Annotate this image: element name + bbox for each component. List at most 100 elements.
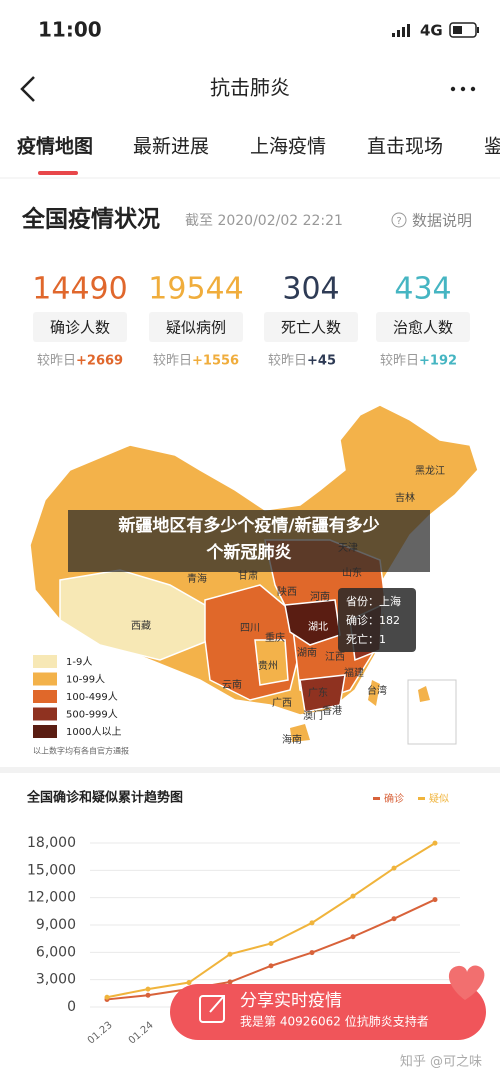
stat-delta-label: 较昨日 [268, 354, 307, 369]
stat-value: 304 [282, 272, 339, 307]
y-tick-label: 6,000 [36, 944, 76, 960]
tab[interactable]: 疫情地图 [17, 135, 93, 158]
region-label: 陕西 [277, 585, 297, 598]
tab[interactable]: 鉴 [484, 136, 500, 158]
region-label: 青海 [187, 572, 207, 585]
y-tick-label: 12,000 [27, 890, 76, 906]
stat-label-bg [376, 312, 470, 342]
region-label: 江西 [325, 651, 345, 663]
help-link[interactable]: 数据说明 [412, 212, 472, 230]
stat-delta: +192 [419, 354, 457, 369]
tooltip-row: 省份：上海 [346, 594, 401, 608]
line-point [432, 897, 438, 903]
stat-label-bg [149, 312, 243, 342]
summary-date: 截至 2020/02/02 22:21 [185, 213, 343, 229]
region-label: 香港 [322, 705, 342, 717]
line-point [104, 994, 110, 1000]
stat-value: 19544 [148, 272, 243, 307]
y-tick-label: 9,000 [36, 917, 76, 933]
status-network: 4G [420, 22, 443, 40]
line-point [145, 992, 151, 998]
region-label: 台湾 [367, 684, 387, 697]
overlay-caption: 新疆地区有多少个疫情/新疆有多少 [118, 515, 379, 536]
tooltip-row: 确诊：182 [346, 613, 400, 627]
status-time: 11:00 [38, 18, 102, 42]
y-tick-label: 0 [67, 999, 76, 1015]
region-label: 广西 [272, 697, 292, 709]
stat-delta: +2669 [76, 354, 123, 369]
line-point [186, 980, 192, 986]
legend-swatch [418, 797, 425, 800]
tab-indicator [38, 171, 78, 175]
summary-title: 全国疫情状况 [21, 206, 160, 233]
region-label: 广东 [308, 686, 328, 699]
share-title: 分享实时疫情 [240, 991, 342, 1011]
legend-label: 1000人以上 [66, 726, 121, 738]
region-label: 重庆 [265, 631, 285, 644]
y-tick-label: 3,000 [36, 972, 76, 988]
tab[interactable]: 上海疫情 [250, 136, 326, 158]
tab[interactable]: 直击现场 [367, 136, 443, 158]
legend-swatch [33, 690, 57, 703]
back-button[interactable] [20, 76, 35, 102]
region-label: 贵州 [258, 659, 278, 672]
region-label: 四川 [240, 623, 260, 634]
legend-label: 疑似 [429, 793, 449, 805]
stat-label-bg [33, 312, 127, 342]
legend-label: 500-999人 [66, 709, 118, 721]
stat-label: 治愈人数 [393, 319, 453, 337]
map-footnote: 以上数字均有各自官方通报 [33, 746, 129, 756]
nav-title: 抗击肺炎 [210, 76, 290, 100]
region-label: 海南 [282, 733, 302, 746]
watermark: 知乎 @可之味 [400, 1054, 482, 1070]
line-point [391, 865, 397, 871]
region-label: 福建 [344, 666, 364, 679]
stat-delta-label: 较昨日 [37, 354, 76, 369]
line-point [350, 893, 356, 899]
region-label: 澳门 [303, 709, 323, 722]
share-banner[interactable]: 分享实时疫情 我是第 40926062 位抗肺炎支持者 [170, 984, 486, 1040]
region-label: 黑龙江 [415, 464, 445, 477]
chart-title: 全国确诊和疑似累计趋势图 [26, 790, 183, 806]
region-label: 西藏 [131, 620, 151, 632]
tooltip-bg [338, 588, 416, 652]
stat-value: 14490 [32, 272, 127, 307]
stat-delta-label: 较昨日 [380, 354, 419, 369]
help-icon[interactable] [391, 212, 407, 228]
region-label: 云南 [222, 678, 242, 691]
tab[interactable]: 最新进展 [133, 136, 209, 158]
line-point [391, 916, 397, 922]
battery [449, 22, 479, 38]
region-label: 河南 [310, 590, 330, 603]
line-point [309, 950, 315, 956]
legend-label: 100-499人 [66, 691, 118, 703]
overlay-caption: 个新冠肺炎 [206, 542, 292, 563]
signal [392, 24, 410, 37]
tooltip-row: 死亡：1 [346, 632, 386, 646]
stat-delta-label: 较昨日 [153, 354, 192, 369]
overlay-caption-bg [68, 510, 430, 572]
legend-swatch [33, 707, 57, 721]
stat-label: 疑似病例 [166, 319, 226, 337]
region-label: 甘肃 [238, 569, 258, 582]
stat-delta: +1556 [192, 354, 239, 369]
line-point [268, 940, 274, 946]
legend-swatch [373, 797, 380, 800]
region-label: 吉林 [395, 491, 415, 504]
legend-label: 确诊 [384, 792, 404, 805]
line-point [309, 920, 315, 926]
line-point [227, 951, 233, 957]
legend-label: 10-99人 [66, 674, 105, 686]
region-label: 湖南 [297, 646, 317, 659]
stat-label: 确诊人数 [50, 319, 110, 337]
line-point [432, 840, 438, 846]
stat-delta: +45 [307, 354, 336, 369]
help-icon-mark: ? [396, 216, 401, 227]
line-point [350, 934, 356, 940]
y-tick-label: 15,000 [27, 862, 76, 878]
legend-swatch [33, 672, 57, 686]
line-point [268, 963, 274, 969]
share-subtitle: 我是第 40926062 位抗肺炎支持者 [240, 1014, 429, 1029]
more-button[interactable] [450, 86, 476, 92]
